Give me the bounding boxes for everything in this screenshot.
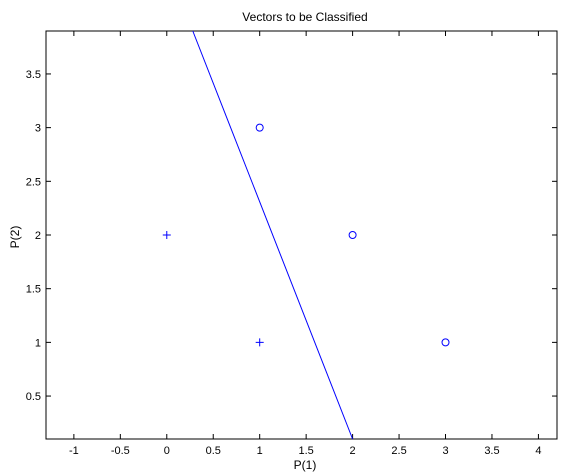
x-tick-label: 4 [535,445,541,457]
x-tick-label: 3.5 [484,445,499,457]
chart-title: Vectors to be Classified [242,10,367,24]
data-points [162,123,450,347]
x-tick-label: 2 [350,445,356,457]
y-tick-label: 2.5 [26,176,41,188]
x-tick-label: 0 [164,445,170,457]
y-tick-label: 3 [35,123,41,135]
decision-boundary [192,30,354,440]
axis-ticks: -1 -0.5 0 0.5 1 1.5 2 2.5 3 3.5 4 0.5 1 1.5 2 2.5 3 3.5 [26,31,557,457]
decision-boundary-line [192,30,354,440]
plus-point [162,231,171,239]
y-tick-label: 1 [35,337,41,349]
plot-area [45,30,558,440]
circle-point [348,231,357,239]
x-tick-label: 2.5 [391,445,406,457]
x-tick-label: -1 [69,445,79,457]
y-tick-label: 3.5 [26,69,41,81]
circle-point [441,338,450,347]
x-tick-label: -0.5 [111,445,130,457]
y-axis-label: P(2) [8,226,22,249]
y-tick-label: 2 [35,230,41,242]
x-tick-label: 0.5 [206,445,221,457]
x-axis-label: P(1) [294,458,317,472]
y-tick-label: 1.5 [26,284,41,296]
x-tick-label: 1.5 [298,445,313,457]
x-tick-label: 3 [442,445,448,457]
plus-point [255,338,264,347]
circle-point [255,123,264,132]
y-tick-label: 0.5 [26,391,41,403]
x-tick-label: 1 [257,445,263,457]
